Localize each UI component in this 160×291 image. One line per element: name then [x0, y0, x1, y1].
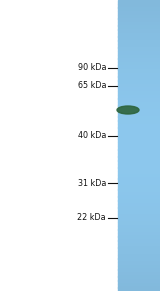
Bar	[118, 102, 160, 106]
Bar	[118, 98, 160, 102]
Bar	[118, 76, 160, 81]
Bar	[118, 25, 160, 30]
Bar	[118, 51, 160, 55]
Bar	[118, 149, 160, 153]
Bar	[118, 160, 160, 164]
Bar	[118, 116, 160, 120]
Bar	[118, 3, 160, 8]
Bar	[118, 167, 160, 171]
Bar	[118, 175, 160, 179]
Text: 65 kDa: 65 kDa	[77, 81, 106, 91]
Bar	[118, 164, 160, 168]
Bar	[118, 138, 160, 142]
Text: 40 kDa: 40 kDa	[78, 132, 106, 141]
Text: 22 kDa: 22 kDa	[77, 214, 106, 223]
Bar	[118, 33, 160, 37]
Bar	[118, 236, 160, 241]
Bar	[118, 204, 160, 208]
Bar	[118, 269, 160, 273]
Bar	[118, 196, 160, 200]
Bar	[118, 280, 160, 284]
Bar	[118, 84, 160, 88]
Bar	[118, 146, 160, 150]
Bar	[118, 229, 160, 233]
Bar	[118, 153, 160, 157]
Bar	[118, 47, 160, 52]
Bar	[118, 200, 160, 204]
Bar	[118, 207, 160, 212]
Bar	[118, 113, 160, 117]
Bar	[118, 215, 160, 219]
Bar	[118, 251, 160, 255]
Bar	[118, 211, 160, 215]
Bar	[118, 44, 160, 48]
Bar	[118, 69, 160, 73]
Bar	[118, 124, 160, 128]
Bar	[118, 186, 160, 190]
Bar	[118, 178, 160, 182]
Bar	[118, 276, 160, 281]
Ellipse shape	[117, 106, 139, 114]
Bar	[118, 218, 160, 222]
Bar	[118, 91, 160, 95]
Bar	[118, 65, 160, 70]
Bar	[118, 157, 160, 161]
Bar	[118, 255, 160, 259]
Bar	[118, 182, 160, 186]
Bar	[118, 244, 160, 248]
Bar	[118, 193, 160, 197]
Bar	[118, 18, 160, 22]
Bar	[118, 95, 160, 99]
Bar	[118, 171, 160, 175]
Bar	[118, 29, 160, 33]
Bar	[118, 40, 160, 44]
Bar	[118, 55, 160, 59]
Bar	[118, 7, 160, 11]
Bar	[118, 131, 160, 135]
Bar	[118, 73, 160, 77]
Bar	[118, 15, 160, 19]
Bar	[118, 284, 160, 288]
Bar	[118, 189, 160, 193]
Bar	[118, 258, 160, 262]
Bar	[118, 226, 160, 230]
Bar	[118, 134, 160, 139]
Bar	[118, 222, 160, 226]
Bar	[118, 11, 160, 15]
Bar	[118, 262, 160, 266]
Bar	[118, 109, 160, 113]
Bar	[118, 265, 160, 270]
Bar	[118, 120, 160, 124]
Bar	[118, 106, 160, 110]
Bar	[118, 273, 160, 277]
Bar	[118, 240, 160, 244]
Text: 31 kDa: 31 kDa	[78, 178, 106, 187]
Bar	[118, 127, 160, 132]
Bar	[118, 62, 160, 66]
Bar	[118, 80, 160, 84]
Bar	[118, 142, 160, 146]
Bar	[118, 288, 160, 291]
Bar	[118, 22, 160, 26]
Text: 90 kDa: 90 kDa	[77, 63, 106, 72]
Bar	[118, 0, 160, 4]
Bar	[118, 87, 160, 91]
Bar	[118, 36, 160, 40]
Bar	[118, 58, 160, 62]
Bar	[118, 233, 160, 237]
Bar	[118, 247, 160, 251]
